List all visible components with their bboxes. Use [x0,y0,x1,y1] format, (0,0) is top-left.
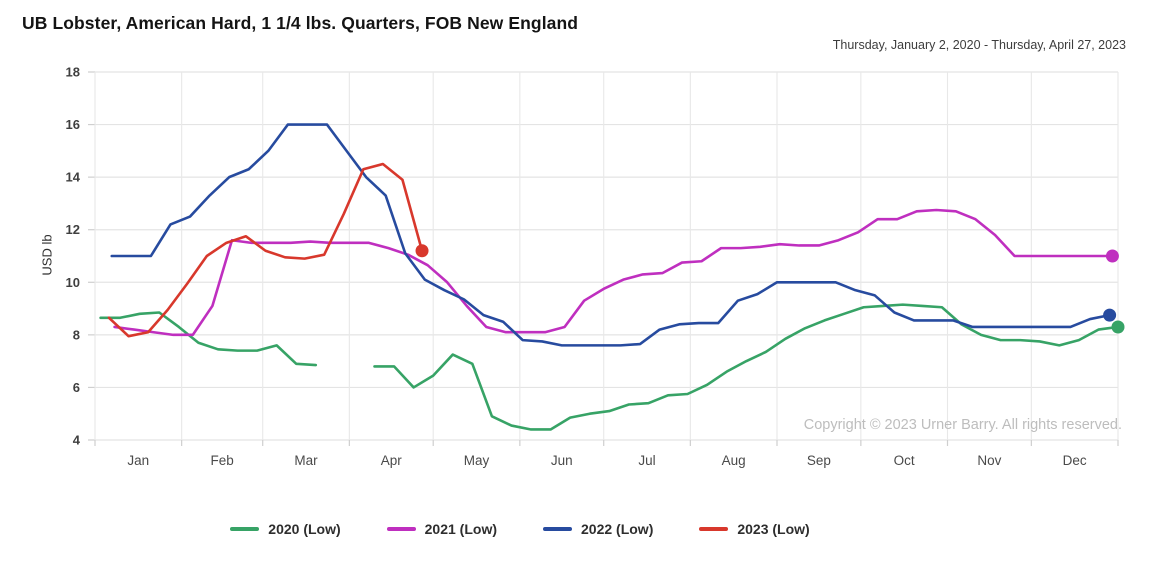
series-line-2023-low [107,162,424,338]
chart-title: UB Lobster, American Hard, 1 1/4 lbs. Qu… [22,13,579,33]
x-tick-label: Aug [722,453,746,468]
x-tick-label: Jul [638,453,655,468]
legend: 2020 (Low) 2021 (Low) 2022 (Low) 2023 (Low) [0,521,1040,537]
legend-label: 2021 (Low) [424,521,497,537]
y-tick-label: 18 [66,65,80,80]
x-tick-label: Nov [977,453,1001,468]
series-2021-low [113,208,1114,337]
end-marker-2021-low [1105,249,1119,263]
legend-line-swatch [230,527,260,531]
x-tick-label: Feb [211,453,234,468]
x-tick-label: Jun [551,453,573,468]
y-tick-label: 16 [66,117,80,132]
legend-line-swatch [543,527,572,531]
series-line-2020-low [373,303,1120,431]
y-tick-label: 6 [73,380,80,395]
x-tick-label: Apr [381,453,403,468]
x-tick-label: May [464,453,490,468]
legend-item-2021-low[interactable]: 2021 (Low) [386,521,497,537]
series-line-2021-low [113,208,1114,337]
x-tick-label: Sep [807,453,831,468]
end-marker-2020-low [1111,320,1125,334]
legend-item-2022-low[interactable]: 2022 (Low) [543,521,653,537]
end-marker-2023-low [415,244,429,258]
legend-line-swatch [699,527,729,531]
x-tick-label: Mar [294,453,318,468]
x-tick-label: Oct [894,453,915,468]
y-tick-label: 10 [66,275,80,290]
end-marker-2022-low [1103,308,1117,322]
legend-label: 2022 (Low) [581,521,654,537]
price-line-chart: 18 16 14 12 10 8 6 4 Jan Feb Mar Apr May Jun Jul Aug Sep… [66,65,1125,468]
series-line-2022-low [110,123,1111,347]
series-2022-low [110,123,1111,347]
y-tick-label: 14 [66,170,81,185]
legend-label: 2023 (Low) [737,521,810,537]
y-tick-label: 4 [73,433,81,448]
series-line-2020-low [99,311,318,367]
gridlines: 18 16 14 12 10 8 6 4 Jan Feb Mar Apr May Jun Jul Aug Sep… [66,65,1119,468]
x-tick-label: Dec [1063,453,1087,468]
copyright-watermark: Copyright © 2023 Urner Barry. All rights… [803,417,1122,433]
series-2020-low [99,303,1120,431]
legend-item-2020-low[interactable]: 2020 (Low) [230,521,341,537]
legend-line-swatch [386,527,416,531]
legend-item-2023-low[interactable]: 2023 (Low) [699,521,810,537]
date-range-label: Thursday, January 2, 2020 - Thursday, Ap… [832,38,1126,52]
y-tick-label: 8 [73,327,80,342]
x-tick-label: Jan [127,453,149,468]
series-2023-low [107,162,424,338]
legend-label: 2020 (Low) [268,521,341,537]
y-tick-label: 12 [66,222,80,237]
